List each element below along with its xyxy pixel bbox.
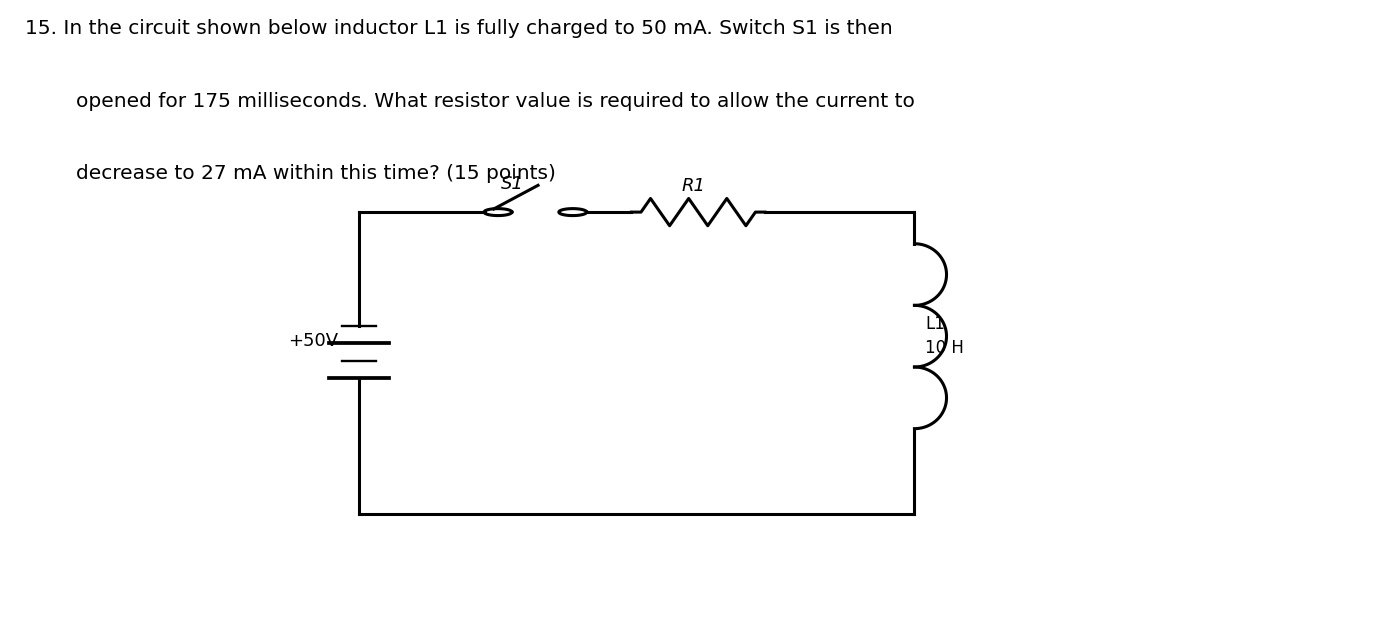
Text: R1: R1 — [681, 177, 706, 195]
Text: opened for 175 milliseconds. What resistor value is required to allow the curren: opened for 175 milliseconds. What resist… — [76, 92, 915, 111]
Text: +50V: +50V — [288, 332, 338, 350]
Text: S1: S1 — [500, 174, 524, 193]
Text: 15. In the circuit shown below inductor L1 is fully charged to 50 mA. Switch S1 : 15. In the circuit shown below inductor … — [25, 19, 893, 38]
Text: L1
10 H: L1 10 H — [925, 315, 965, 357]
Text: decrease to 27 mA within this time? (15 points): decrease to 27 mA within this time? (15 … — [76, 164, 555, 183]
